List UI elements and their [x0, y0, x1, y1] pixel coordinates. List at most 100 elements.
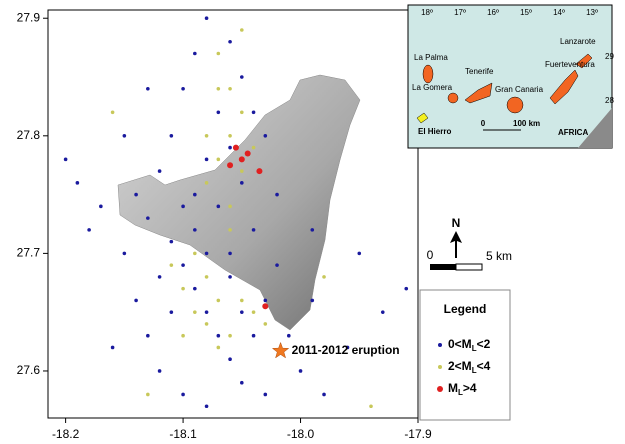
earthquake: [111, 110, 115, 114]
legend-label-part: <2: [477, 337, 491, 351]
inset-lon-label: 17º: [454, 8, 466, 17]
earthquake: [87, 228, 91, 232]
earthquake: [158, 275, 162, 279]
earthquake: [275, 193, 279, 197]
earthquake: [181, 287, 185, 291]
earthquake: [217, 52, 221, 56]
inset-island-label: La Palma: [414, 53, 448, 62]
earthquake: [287, 334, 291, 338]
earthquake: [205, 16, 209, 20]
earthquake: [228, 334, 232, 338]
legend-label: ML>4: [448, 381, 477, 397]
earthquake: [205, 158, 209, 162]
scale-zero: 0: [427, 248, 434, 262]
earthquake: [170, 240, 174, 244]
earthquake: [252, 310, 256, 314]
scale-bar: [456, 264, 482, 270]
earthquake: [310, 228, 314, 232]
earthquake: [158, 369, 162, 373]
legend-label: 2<ML<4: [448, 359, 491, 375]
island: [448, 93, 458, 103]
y-tick-label: 27.8: [17, 128, 41, 142]
legend-swatch: [437, 386, 443, 392]
inset-lon-label: 16º: [487, 8, 499, 17]
inset-scale-zero: 0: [481, 119, 486, 128]
earthquake: [381, 310, 385, 314]
earthquake: [217, 158, 221, 162]
earthquake: [228, 146, 232, 150]
earthquake: [205, 404, 209, 408]
earthquake: [240, 181, 244, 185]
x-tick-label: -17.9: [404, 427, 432, 441]
earthquake: [193, 287, 197, 291]
earthquake: [205, 252, 209, 256]
inset-lon-label: 18º: [421, 8, 433, 17]
earthquake: [228, 252, 232, 256]
island: [507, 97, 523, 113]
earthquake: [134, 299, 138, 303]
earthquake: [264, 299, 268, 303]
x-tick-label: -18.1: [169, 427, 197, 441]
inset-island-label: Gran Canaria: [495, 85, 544, 94]
earthquake: [64, 158, 68, 162]
inset-island-label: La Gomera: [412, 83, 453, 92]
inset-africa: AFRICA: [558, 128, 588, 137]
earthquake: [181, 393, 185, 397]
earthquake: [205, 134, 209, 138]
legend-label-part: <4: [477, 359, 491, 373]
earthquake: [228, 40, 232, 44]
earthquake: [170, 263, 174, 267]
earthquake: [240, 28, 244, 32]
earthquake: [217, 334, 221, 338]
inset-lon-label: 15º: [520, 8, 532, 17]
earthquake: [322, 393, 326, 397]
earthquake: [123, 252, 127, 256]
inset-island-label: Lanzarote: [560, 37, 596, 46]
earthquake: [252, 110, 256, 114]
earthquake: [404, 287, 408, 291]
earthquake: [146, 334, 150, 338]
scale-bar: [430, 264, 456, 270]
earthquake: [228, 275, 232, 279]
earthquake: [217, 299, 221, 303]
inset-lat-label: 29: [605, 52, 614, 61]
inset-island-label: El Hierro: [418, 127, 451, 136]
earthquake: [205, 322, 209, 326]
inset-lat-label: 28: [605, 96, 614, 105]
inset-lon-label: 13º: [586, 8, 598, 17]
north-label: N: [452, 216, 461, 230]
earthquake: [369, 404, 373, 408]
earthquake: [181, 205, 185, 209]
earthquake: [264, 393, 268, 397]
legend-label-part: >4: [463, 381, 477, 395]
earthquake: [217, 346, 221, 350]
x-tick-label: -18.2: [52, 427, 80, 441]
legend-label-part: 0<M: [448, 337, 472, 351]
earthquake: [252, 146, 256, 150]
earthquake: [275, 263, 279, 267]
x-tick-label: -18.0: [287, 427, 315, 441]
earthquake: [193, 252, 197, 256]
earthquake: [217, 205, 221, 209]
earthquake: [252, 334, 256, 338]
earthquake: [205, 181, 209, 185]
earthquake: [193, 310, 197, 314]
earthquake: [228, 228, 232, 232]
earthquake: [181, 87, 185, 91]
map: 18º17º16º15º14º13º2928La PalmaLa GomeraT…: [0, 0, 625, 444]
earthquake: [264, 134, 268, 138]
earthquake: [111, 346, 115, 350]
earthquake: [240, 169, 244, 173]
annotation: 2011-2012 eruption: [292, 343, 400, 357]
earthquake: [134, 193, 138, 197]
inset-scale-length: 100 km: [513, 119, 540, 128]
earthquake: [264, 322, 268, 326]
earthquake: [240, 310, 244, 314]
earthquake: [181, 263, 185, 267]
earthquake: [299, 369, 303, 373]
earthquake: [239, 156, 245, 162]
y-tick-label: 27.9: [17, 10, 41, 24]
earthquake: [228, 87, 232, 91]
earthquake: [76, 181, 80, 185]
earthquake: [217, 110, 221, 114]
